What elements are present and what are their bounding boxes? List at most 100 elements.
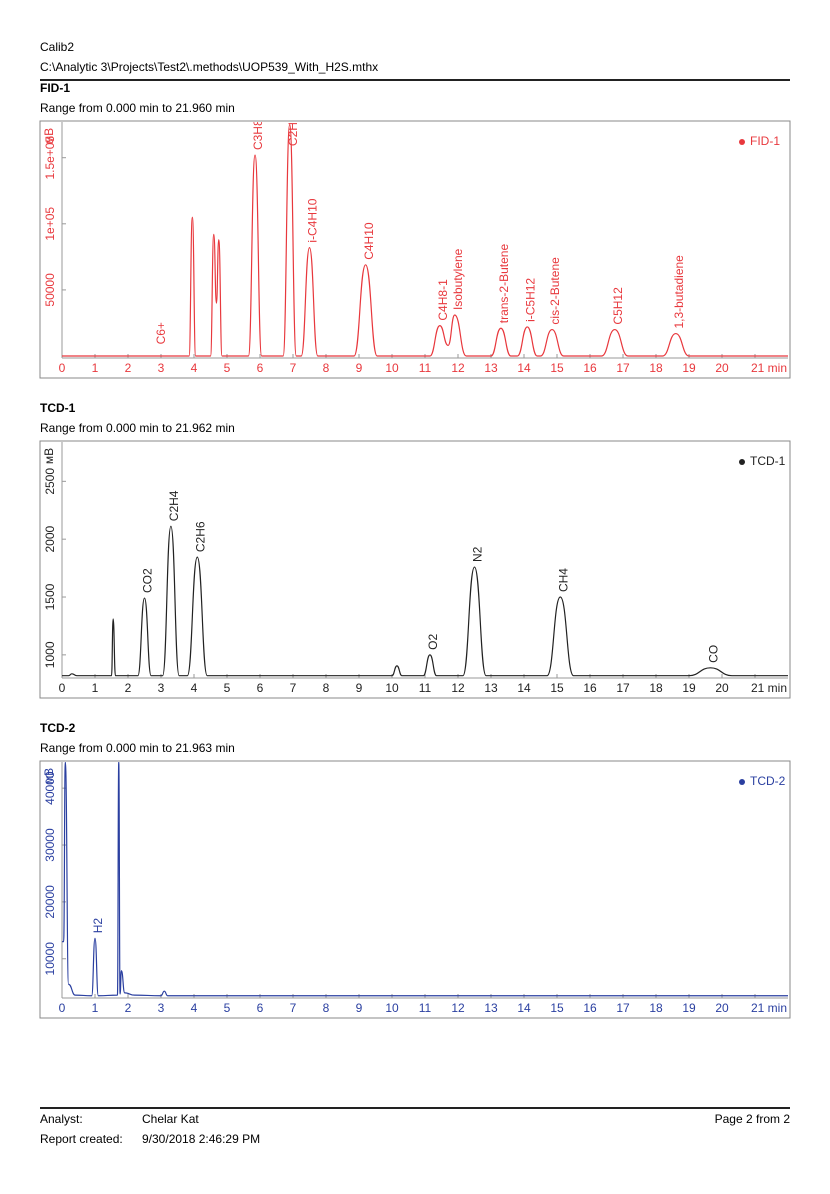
footer-label: Report created:	[40, 1132, 123, 1146]
x-tick-label: 8	[323, 681, 330, 695]
x-tick-label: 0	[59, 361, 66, 375]
y-tick-label: 1000	[43, 641, 57, 668]
peak-label: C3H8	[251, 119, 265, 150]
x-tick-label: 5	[224, 681, 231, 695]
footer-value: Chelar Kat	[142, 1112, 199, 1126]
x-tick-label: 14	[517, 361, 531, 375]
legend-marker	[739, 779, 745, 785]
section-title: TCD-2	[40, 721, 76, 735]
peak-label: C2H4	[167, 490, 181, 521]
peak-label: H2	[91, 918, 105, 934]
peak-label: cis-2-Butene	[548, 257, 562, 325]
x-tick-label: 20	[715, 1001, 729, 1015]
peak-label: i-C5H12	[523, 278, 537, 322]
legend-marker	[739, 139, 745, 145]
y-tick-label: 10000	[43, 942, 57, 976]
peak-label: O2	[426, 634, 440, 650]
peak-label: 1,3-butadiene	[672, 255, 686, 329]
signal-line	[62, 762, 788, 997]
x-tick-label: 12	[451, 681, 465, 695]
x-tick-label: 10	[385, 361, 399, 375]
x-tick-label: 9	[356, 361, 363, 375]
x-tick-label: 14	[517, 1001, 531, 1015]
x-tick-label: 12	[451, 1001, 465, 1015]
range-text: Range from 0.000 min to 21.960 min	[40, 101, 235, 115]
y-tick-label: 30000	[43, 828, 57, 862]
section-title: FID-1	[40, 81, 70, 95]
legend-label: TCD-2	[750, 774, 786, 788]
peak-label: CO2	[141, 568, 155, 593]
x-tick-label: 8	[323, 361, 330, 375]
peak-label: C2H6	[193, 521, 207, 552]
peak-label: CO	[707, 645, 721, 663]
x-tick-label: 6	[257, 681, 264, 695]
x-tick-label: 7	[290, 361, 297, 375]
x-tick-label: 11	[419, 1001, 432, 1015]
x-tick-label: 1	[92, 681, 99, 695]
chart-frame	[39, 440, 791, 699]
x-tick-label: 10	[385, 1001, 399, 1015]
y-unit: мВ	[42, 448, 56, 464]
peak-label: i-C4H10	[306, 198, 320, 242]
x-tick-label: 19	[682, 1001, 696, 1015]
x-tick-label: 3	[158, 1001, 165, 1015]
page-number: Page 2 from 2	[715, 1112, 791, 1126]
peak-label: Isobutylene	[451, 248, 465, 310]
x-tick-label: 3	[158, 681, 165, 695]
plot: C6+ C3H8 C2H6 i-C4H10 C4H10 C4H8-1 Isobutylene…	[62, 115, 788, 357]
x-tick-label: 7	[290, 681, 297, 695]
x-tick-label: 20	[715, 361, 729, 375]
x-tick-label: 17	[616, 681, 630, 695]
x-tick-label: 0	[59, 681, 66, 695]
x-tick-label: 9	[356, 1001, 363, 1015]
x-tick-label: 3	[158, 361, 165, 375]
x-tick-label: 2	[125, 681, 132, 695]
y-tick-label: 50000	[43, 273, 57, 307]
legend-label: FID-1	[750, 134, 780, 148]
peak-label: C2H6	[286, 115, 300, 146]
y-tick-label: 40000	[43, 771, 57, 805]
x-tick-label: 19	[682, 681, 696, 695]
x-tick-label: 18	[649, 1001, 663, 1015]
chart-frame	[39, 120, 791, 379]
y-tick-label: 2000	[43, 526, 57, 553]
x-tick-label: 19	[682, 361, 696, 375]
x-tick-label: 15	[550, 1001, 564, 1015]
x-tick-label: 21 min	[751, 1001, 787, 1015]
peak-label: N2	[471, 546, 485, 562]
x-tick-label: 11	[419, 361, 432, 375]
x-tick-label: 21 min	[751, 361, 787, 375]
peak-label: C4H8-1	[436, 279, 450, 321]
x-tick-label: 8	[323, 1001, 330, 1015]
x-tick-label: 1	[92, 1001, 99, 1015]
legend-label: TCD-1	[750, 454, 786, 468]
x-tick-label: 16	[583, 1001, 597, 1015]
y-unit: мВ	[42, 768, 56, 784]
x-tick-label: 14	[517, 681, 531, 695]
y-tick-label: 2500	[43, 468, 57, 495]
x-tick-label: 13	[484, 361, 498, 375]
x-tick-label: 6	[257, 361, 264, 375]
y-tick-label: 1.5e+05	[43, 136, 57, 180]
peak-label: trans-2-Butene	[497, 244, 511, 324]
y-tick-label: 1500	[43, 583, 57, 610]
peak-label: CH4	[556, 568, 570, 592]
plot: CO2 C2H4 C2H6 O2 N2 CH4 CO	[62, 490, 788, 677]
section-title: TCD-1	[40, 401, 76, 415]
x-tick-label: 7	[290, 1001, 297, 1015]
x-tick-label: 11	[419, 681, 432, 695]
signal-line	[62, 525, 788, 677]
y-unit: мВ	[42, 128, 56, 144]
x-tick-label: 18	[649, 361, 663, 375]
x-tick-label: 15	[550, 681, 564, 695]
x-tick-label: 13	[484, 1001, 498, 1015]
x-tick-label: 6	[257, 1001, 264, 1015]
peak-label: C5H12	[611, 287, 625, 325]
peak-label: C4H10	[362, 222, 376, 260]
x-tick-label: 5	[224, 361, 231, 375]
range-text: Range from 0.000 min to 21.962 min	[40, 421, 235, 435]
x-tick-label: 2	[125, 361, 132, 375]
y-tick-label: 20000	[43, 885, 57, 919]
x-tick-label: 17	[616, 361, 630, 375]
